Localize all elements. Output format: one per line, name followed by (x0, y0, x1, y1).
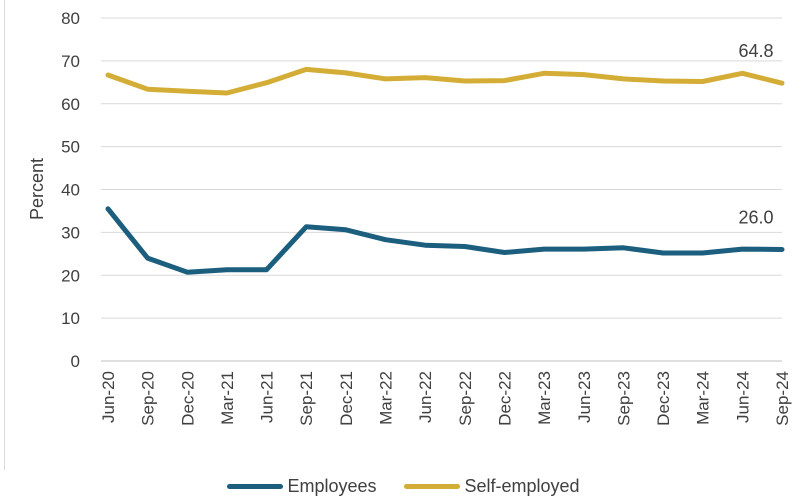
x-tick-label: Jun-23 (575, 371, 594, 423)
x-tick-label: Jun-21 (258, 371, 277, 423)
y-tick-label: 30 (61, 223, 80, 242)
y-tick-label: 20 (61, 266, 80, 285)
legend-label: Employees (287, 475, 377, 496)
x-tick-label: Mar-22 (377, 371, 396, 425)
x-tick-label: Mar-24 (694, 371, 713, 425)
x-tick-label: Mar-21 (218, 371, 237, 425)
data-labels: 26.0 64.8 (738, 41, 773, 227)
x-tick-label: Sep-20 (139, 371, 158, 426)
end-value-label: 26.0 (738, 208, 773, 228)
x-tick-label: Sep-24 (773, 371, 792, 426)
x-tick-label: Mar-23 (535, 371, 554, 425)
x-tick-label: Jun-20 (99, 371, 118, 423)
legend: Employees Self-employed (0, 473, 807, 499)
legend-item: Employees (227, 476, 376, 497)
y-tick-label: 10 (61, 309, 80, 328)
legend-label: Self-employed (464, 475, 580, 496)
end-value-label: 64.8 (738, 41, 773, 61)
series-line-self-employed (105, 66, 785, 96)
x-tick-label: Sep-23 (614, 371, 633, 426)
y-axis-ticks: 0 10 20 30 40 50 60 70 80 (61, 9, 80, 371)
gridlines (101, 17, 782, 362)
x-tick-label: Dec-21 (337, 371, 356, 426)
x-tick-label: Sep-22 (456, 371, 475, 426)
legend-item: Self-employed (404, 475, 580, 497)
series-line-employees (105, 206, 785, 275)
x-tick-label: Jun-22 (416, 371, 435, 423)
x-tick-label: Dec-22 (495, 371, 514, 426)
x-tick-label: Jun-24 (733, 371, 752, 423)
y-tick-label: 70 (61, 52, 80, 71)
chart-border (4, 0, 5, 470)
x-axis-ticks: Jun-20 Sep-20 Dec-20 Mar-21 Jun-21 Sep-21 Dec-… (99, 371, 792, 426)
y-tick-label: 80 (61, 9, 80, 28)
y-axis-title: Percent (27, 158, 47, 220)
y-tick-label: 40 (61, 181, 80, 200)
series-lines (105, 66, 785, 275)
y-tick-label: 60 (61, 95, 80, 114)
legend-swatch (227, 483, 284, 489)
y-tick-label: 50 (61, 138, 80, 157)
line-chart: 0 10 20 30 40 50 60 70 80 Jun-20 Sep-20 Dec-20 Mar-… (27, 9, 792, 426)
x-tick-label: Dec-23 (654, 371, 673, 426)
legend-swatch (404, 483, 461, 489)
x-tick-label: Sep-21 (297, 371, 316, 426)
y-tick-label: 0 (71, 352, 80, 371)
x-tick-label: Dec-20 (178, 371, 197, 426)
